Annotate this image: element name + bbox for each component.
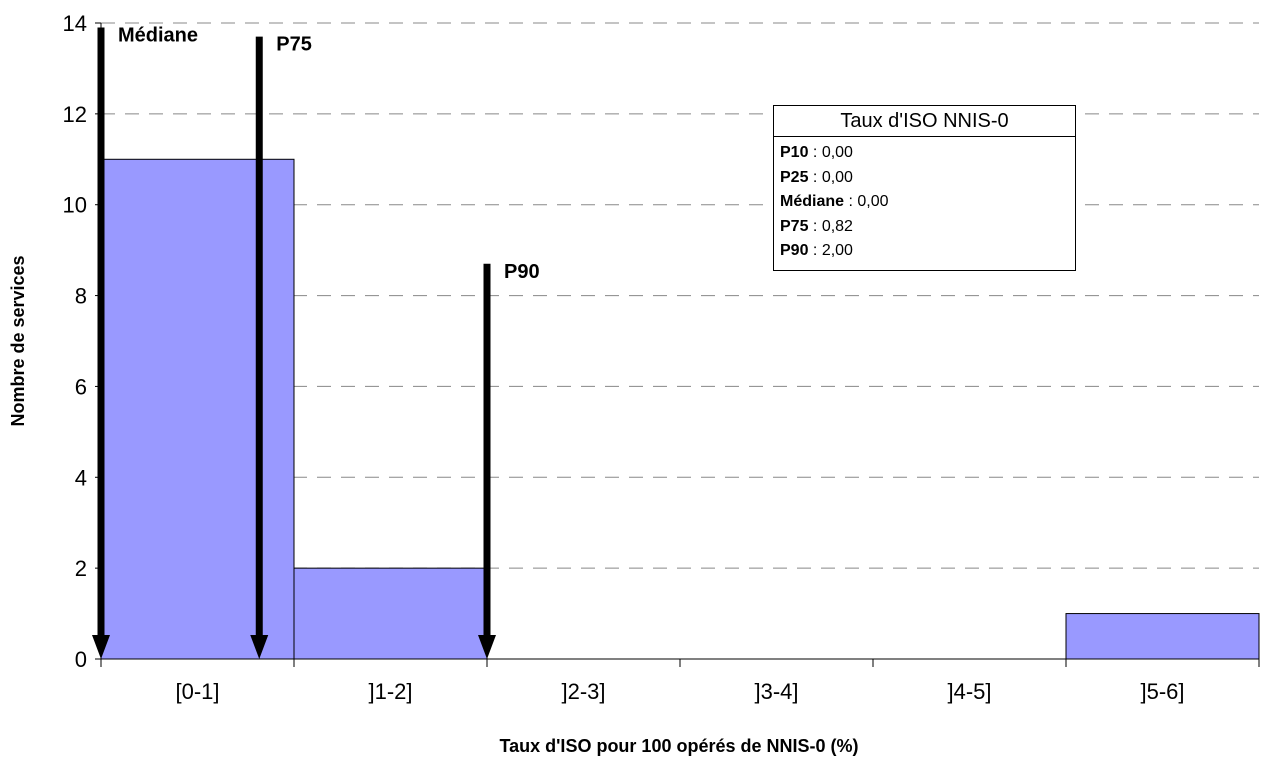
x-tick-label: ]3-4] [754, 679, 798, 704]
y-tick-label: 0 [75, 647, 87, 672]
y-tick-label: 4 [75, 465, 87, 490]
marker-label: P75 [276, 34, 312, 56]
marker-label: Médiane [118, 25, 198, 47]
x-tick-label: ]1-2] [368, 679, 412, 704]
marker-arrow-head [478, 635, 496, 659]
x-tick-label: ]4-5] [947, 679, 991, 704]
marker-arrow-head [92, 635, 110, 659]
percentile-marker: Médiane [92, 25, 198, 659]
x-axis-title: Taux d'ISO pour 100 opérés de NNIS-0 (%) [499, 736, 858, 756]
summary-row-median: Médiane : 0,00 [780, 193, 889, 210]
percentile-marker: P75 [250, 34, 312, 659]
marker-label: P90 [504, 261, 540, 283]
y-tick-label: 8 [75, 284, 87, 309]
summary-box-title: Taux d'ISO NNIS-0 [774, 106, 1075, 137]
percentile-marker: P90 [478, 261, 540, 659]
y-tick-labels: 0 2 4 6 8 10 12 14 [63, 11, 87, 672]
y-tick-label: 6 [75, 374, 87, 399]
x-tick-label: ]5-6] [1140, 679, 1184, 704]
marker-arrow-head [250, 635, 269, 659]
y-tick-label: 10 [63, 193, 87, 218]
summary-row-p10: P10 : 0,00 [780, 144, 853, 161]
y-tick-label: 2 [75, 556, 87, 581]
y-tick-label: 12 [63, 102, 87, 127]
x-tick-label: ]2-3] [561, 679, 605, 704]
bar [293, 567, 488, 660]
x-tick-label: [0-1] [175, 679, 219, 704]
y-tick-label: 14 [63, 11, 87, 36]
y-axis-title: Nombre de services [8, 255, 28, 426]
summary-row-p90: P90 : 2,00 [780, 242, 853, 259]
summary-row-p75: P75 : 0,82 [780, 217, 853, 235]
bar [1065, 613, 1260, 660]
summary-row-p25: P25 : 0,00 [780, 168, 853, 186]
percentile-markers: Médiane P75 P90 [92, 25, 540, 659]
x-tick-labels: [0-1] ]1-2] ]2-3] ]3-4] ]4-5] ]5-6] [175, 679, 1184, 704]
bars [100, 158, 1260, 660]
bar [100, 158, 295, 660]
percentile-summary-box: Taux d'ISO NNIS-0 P10 : 0,00 P25 : 0,00 … [773, 105, 1076, 271]
summary-box-rows: P10 : 0,00 P25 : 0,00 Médiane : 0,00 P75… [774, 137, 1075, 264]
